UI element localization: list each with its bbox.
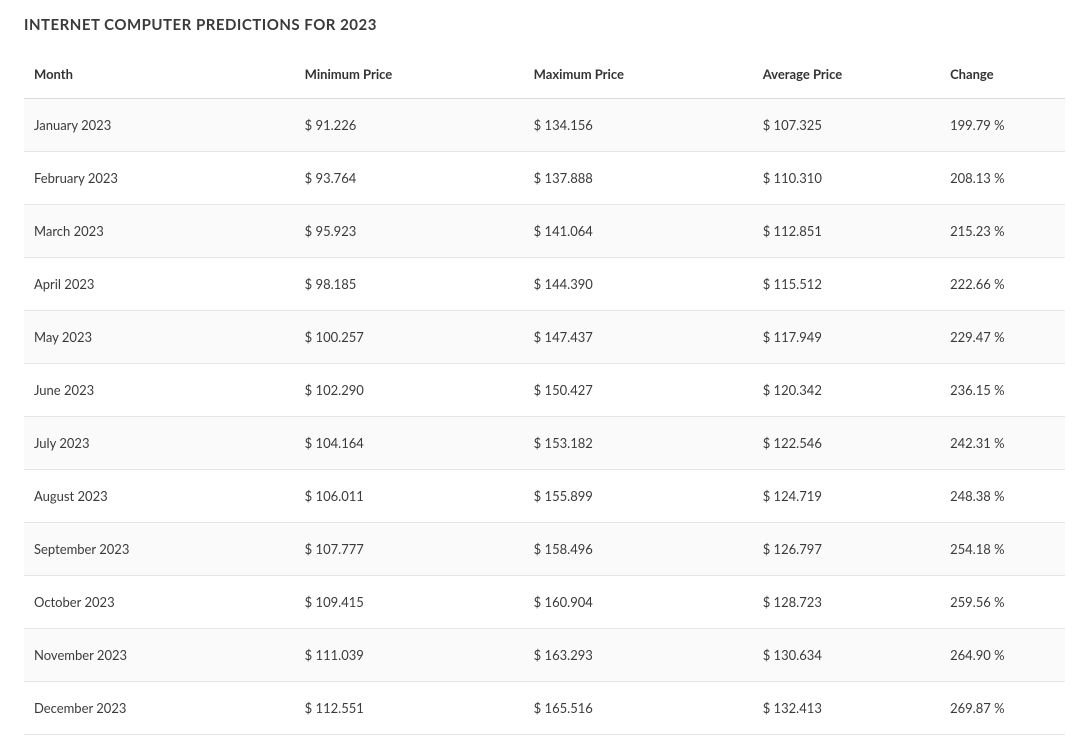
col-header-change: Change <box>940 52 1065 99</box>
col-header-min: Minimum Price <box>295 52 524 99</box>
table-row: October 2023$ 109.415$ 160.904$ 128.7232… <box>24 576 1065 629</box>
cell-change: 242.31 % <box>940 417 1065 470</box>
cell-max: $ 165.516 <box>524 682 753 735</box>
cell-change: 259.56 % <box>940 576 1065 629</box>
cell-min: $ 98.185 <box>295 258 524 311</box>
cell-avg: $ 128.723 <box>753 576 940 629</box>
table-row: September 2023$ 107.777$ 158.496$ 126.79… <box>24 523 1065 576</box>
table-row: May 2023$ 100.257$ 147.437$ 117.949229.4… <box>24 311 1065 364</box>
table-row: August 2023$ 106.011$ 155.899$ 124.71924… <box>24 470 1065 523</box>
cell-max: $ 153.182 <box>524 417 753 470</box>
cell-max: $ 134.156 <box>524 99 753 152</box>
table-row: April 2023$ 98.185$ 144.390$ 115.512222.… <box>24 258 1065 311</box>
cell-max: $ 137.888 <box>524 152 753 205</box>
cell-avg: $ 115.512 <box>753 258 940 311</box>
cell-max: $ 158.496 <box>524 523 753 576</box>
cell-min: $ 107.777 <box>295 523 524 576</box>
cell-change: 236.15 % <box>940 364 1065 417</box>
cell-month: January 2023 <box>24 99 295 152</box>
cell-min: $ 104.164 <box>295 417 524 470</box>
cell-month: April 2023 <box>24 258 295 311</box>
cell-min: $ 102.290 <box>295 364 524 417</box>
cell-change: 222.66 % <box>940 258 1065 311</box>
table-row: June 2023$ 102.290$ 150.427$ 120.342236.… <box>24 364 1065 417</box>
cell-month: October 2023 <box>24 576 295 629</box>
cell-change: 199.79 % <box>940 99 1065 152</box>
cell-change: 269.87 % <box>940 682 1065 735</box>
cell-min: $ 106.011 <box>295 470 524 523</box>
cell-min: $ 112.551 <box>295 682 524 735</box>
cell-month: June 2023 <box>24 364 295 417</box>
cell-avg: $ 124.719 <box>753 470 940 523</box>
cell-avg: $ 112.851 <box>753 205 940 258</box>
table-body: January 2023$ 91.226$ 134.156$ 107.32519… <box>24 99 1065 735</box>
cell-min: $ 95.923 <box>295 205 524 258</box>
table-row: January 2023$ 91.226$ 134.156$ 107.32519… <box>24 99 1065 152</box>
cell-min: $ 93.764 <box>295 152 524 205</box>
cell-month: September 2023 <box>24 523 295 576</box>
cell-change: 254.18 % <box>940 523 1065 576</box>
cell-avg: $ 122.546 <box>753 417 940 470</box>
cell-max: $ 144.390 <box>524 258 753 311</box>
cell-avg: $ 107.325 <box>753 99 940 152</box>
col-header-month: Month <box>24 52 295 99</box>
cell-month: November 2023 <box>24 629 295 682</box>
cell-max: $ 150.427 <box>524 364 753 417</box>
cell-max: $ 155.899 <box>524 470 753 523</box>
cell-change: 264.90 % <box>940 629 1065 682</box>
table-row: July 2023$ 104.164$ 153.182$ 122.546242.… <box>24 417 1065 470</box>
cell-change: 229.47 % <box>940 311 1065 364</box>
cell-change: 248.38 % <box>940 470 1065 523</box>
table-header-row: Month Minimum Price Maximum Price Averag… <box>24 52 1065 99</box>
cell-month: December 2023 <box>24 682 295 735</box>
col-header-avg: Average Price <box>753 52 940 99</box>
cell-min: $ 109.415 <box>295 576 524 629</box>
cell-month: August 2023 <box>24 470 295 523</box>
cell-avg: $ 132.413 <box>753 682 940 735</box>
cell-change: 208.13 % <box>940 152 1065 205</box>
page-title: INTERNET COMPUTER PREDICTIONS FOR 2023 <box>24 16 1065 34</box>
cell-change: 215.23 % <box>940 205 1065 258</box>
cell-min: $ 111.039 <box>295 629 524 682</box>
cell-month: July 2023 <box>24 417 295 470</box>
cell-month: March 2023 <box>24 205 295 258</box>
cell-avg: $ 130.634 <box>753 629 940 682</box>
cell-max: $ 141.064 <box>524 205 753 258</box>
cell-month: February 2023 <box>24 152 295 205</box>
cell-max: $ 160.904 <box>524 576 753 629</box>
cell-avg: $ 126.797 <box>753 523 940 576</box>
table-row: December 2023$ 112.551$ 165.516$ 132.413… <box>24 682 1065 735</box>
cell-max: $ 163.293 <box>524 629 753 682</box>
cell-max: $ 147.437 <box>524 311 753 364</box>
table-row: March 2023$ 95.923$ 141.064$ 112.851215.… <box>24 205 1065 258</box>
cell-avg: $ 110.310 <box>753 152 940 205</box>
cell-min: $ 100.257 <box>295 311 524 364</box>
cell-avg: $ 120.342 <box>753 364 940 417</box>
cell-month: May 2023 <box>24 311 295 364</box>
table-row: February 2023$ 93.764$ 137.888$ 110.3102… <box>24 152 1065 205</box>
table-row: November 2023$ 111.039$ 163.293$ 130.634… <box>24 629 1065 682</box>
col-header-max: Maximum Price <box>524 52 753 99</box>
cell-min: $ 91.226 <box>295 99 524 152</box>
cell-avg: $ 117.949 <box>753 311 940 364</box>
predictions-table: Month Minimum Price Maximum Price Averag… <box>24 52 1065 735</box>
